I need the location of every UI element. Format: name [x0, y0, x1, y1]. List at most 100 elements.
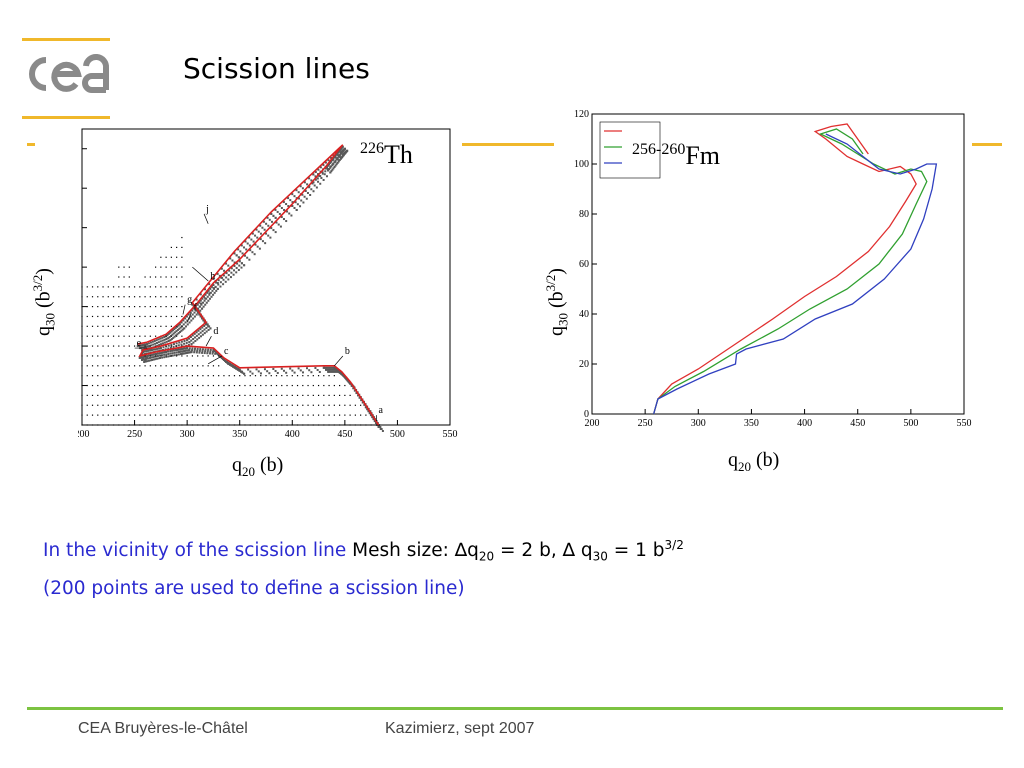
mesh-dot — [328, 404, 330, 406]
x-tick-label: 500 — [903, 418, 918, 429]
dense-mesh-cell — [274, 208, 277, 211]
dense-mesh-cell — [380, 428, 383, 431]
dense-mesh-cell — [178, 341, 181, 344]
mesh-dot — [176, 306, 178, 308]
point-label-a: a — [379, 405, 384, 416]
dense-mesh-cell — [199, 293, 202, 296]
mesh-dot — [149, 404, 151, 406]
mesh-dot — [102, 365, 104, 367]
dense-mesh-cell — [214, 351, 217, 354]
mesh-dot — [165, 404, 167, 406]
dense-mesh-cell — [295, 189, 298, 192]
dense-mesh-cell — [184, 321, 187, 324]
mesh-dot — [186, 355, 188, 357]
mesh-dot — [218, 384, 220, 387]
dense-mesh-cell — [323, 366, 326, 369]
mesh-dot — [128, 414, 130, 416]
dense-mesh-cell — [197, 329, 200, 332]
dense-mesh-cell — [257, 370, 260, 373]
dense-mesh-cell — [227, 278, 230, 281]
mesh-dot — [302, 404, 304, 406]
dense-mesh-cell — [278, 204, 281, 207]
mesh-dot — [181, 236, 183, 239]
mesh-dot — [144, 286, 146, 288]
mesh-dot — [112, 384, 115, 387]
dense-mesh-cell — [154, 348, 157, 351]
dense-mesh-cell — [324, 366, 327, 369]
dense-mesh-cell — [204, 293, 207, 296]
mesh-dot — [181, 335, 183, 337]
mesh-dot — [102, 394, 104, 396]
dense-mesh-cell — [173, 349, 176, 352]
mesh-dot — [291, 375, 293, 377]
dense-mesh-cell — [218, 274, 221, 277]
dense-mesh-cell — [175, 351, 178, 354]
mesh-dot — [123, 404, 125, 406]
dense-mesh-cell — [178, 348, 181, 351]
dense-mesh-cell — [189, 315, 192, 318]
mesh-dot — [139, 335, 141, 337]
dense-mesh-cell — [163, 336, 166, 339]
dense-mesh-cell — [245, 248, 248, 251]
mesh-dot — [302, 394, 304, 396]
x-tick-label: 200 — [78, 429, 90, 440]
fm256-260-scission-plot: 200 250 300 350 400 450 500 550 0 20 40 60 80 100 120 — [574, 109, 972, 429]
dense-mesh-cell — [177, 353, 180, 356]
dense-mesh-cell — [191, 313, 194, 316]
dense-mesh-cell — [236, 262, 239, 265]
dense-mesh-cell — [171, 352, 174, 355]
dense-mesh-cell — [194, 336, 197, 339]
mesh-dot — [102, 306, 104, 308]
dense-mesh-cell — [204, 303, 207, 306]
dense-mesh-cell — [325, 175, 328, 178]
mesh-dot — [186, 365, 188, 367]
dense-mesh-cell — [177, 351, 180, 354]
dense-mesh-cell — [223, 269, 226, 272]
mesh-dot — [197, 404, 199, 406]
dense-mesh-cell — [241, 252, 244, 255]
dense-mesh-cell — [148, 342, 151, 345]
dense-mesh-cell — [325, 366, 328, 369]
dense-mesh-cell — [165, 345, 168, 348]
dense-mesh-cell — [246, 242, 249, 245]
scission-line-series-1 — [653, 123, 917, 415]
dense-mesh-cell — [327, 159, 330, 162]
dense-mesh-cell — [154, 342, 157, 345]
dense-mesh-cell — [235, 266, 238, 269]
dense-mesh-cell — [187, 313, 190, 316]
mesh-dot — [91, 404, 94, 406]
dense-mesh-cell — [198, 349, 201, 352]
dense-mesh-cell — [328, 370, 331, 373]
mesh-dot — [102, 325, 104, 327]
dense-mesh-cell — [331, 368, 334, 371]
mesh-dot — [91, 306, 94, 308]
x-tick-label: 200 — [585, 418, 600, 429]
mesh-dot — [91, 394, 94, 396]
dense-mesh-cell — [209, 327, 212, 330]
caption-mesh-part1: = 2 b, — [494, 540, 563, 562]
mesh-dot — [344, 414, 346, 416]
dense-mesh-cell — [219, 285, 222, 288]
mesh-dot — [112, 375, 115, 377]
dense-mesh-cell — [175, 353, 178, 356]
dense-mesh-cell — [381, 430, 384, 432]
mesh-dot — [181, 355, 183, 357]
x-tick-label: 400 — [285, 429, 300, 440]
mesh-dot — [344, 394, 346, 396]
dense-mesh-cell — [300, 199, 303, 202]
mesh-dot — [244, 414, 246, 416]
dense-mesh-cell — [195, 309, 198, 312]
dense-mesh-cell — [212, 350, 214, 353]
dense-mesh-cell — [291, 201, 294, 204]
dense-mesh-cell — [174, 331, 177, 334]
mesh-dot — [155, 266, 157, 268]
dense-mesh-cell — [233, 269, 236, 272]
mesh-dot — [254, 394, 257, 396]
mesh-dot — [176, 355, 178, 357]
right-x-axis-title: q20 (b) — [728, 449, 779, 475]
mesh-dot — [118, 394, 120, 396]
dense-mesh-cell — [189, 311, 192, 314]
mesh-dot — [191, 404, 193, 406]
mesh-dot — [102, 335, 104, 337]
dense-mesh-cell — [275, 221, 278, 224]
